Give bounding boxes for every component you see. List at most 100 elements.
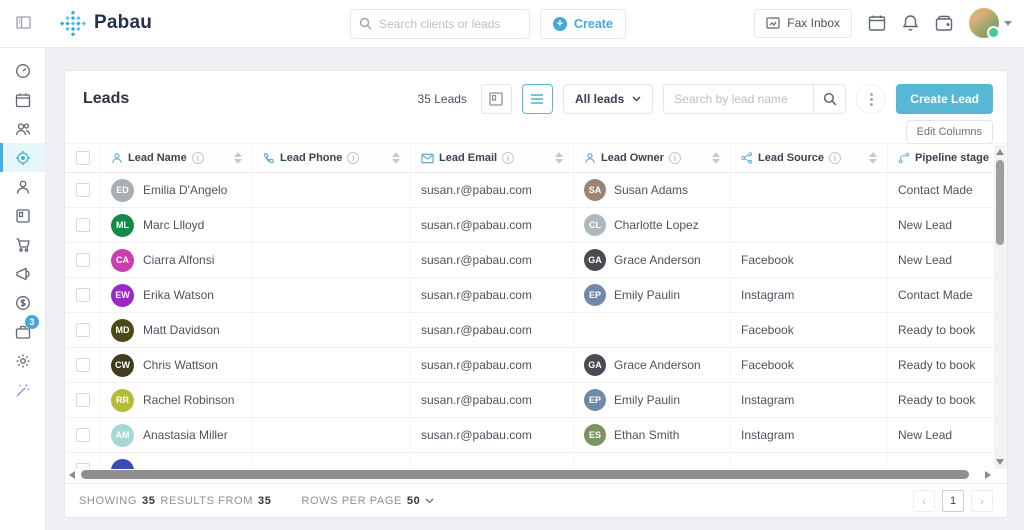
scroll-right-arrow[interactable]: [985, 471, 991, 479]
row-checkbox[interactable]: [75, 288, 90, 302]
table-row[interactable]: CW Chris Wattson susan.r@pabau.com GA Gr…: [65, 348, 1007, 383]
lead-search-button[interactable]: [813, 84, 847, 114]
lead-name[interactable]: Anastasia Miller: [143, 428, 228, 442]
owner-name: Emily Paulin: [614, 393, 681, 407]
table-row[interactable]: RR Rachel Robinson susan.r@pabau.com EP …: [65, 383, 1007, 418]
sidebar-item-dashboard[interactable]: [0, 56, 45, 85]
sort-control[interactable]: [234, 152, 242, 164]
sidebar-item-epaper[interactable]: [0, 201, 45, 230]
row-checkbox[interactable]: [75, 358, 90, 372]
list-view-button[interactable]: [521, 84, 553, 114]
row-checkbox[interactable]: [75, 183, 90, 197]
lead-email: susan.r@pabau.com: [421, 428, 532, 442]
sidebar-item-setup[interactable]: [0, 375, 45, 404]
rows-per-page-control[interactable]: ROWS PER PAGE 50: [301, 495, 434, 507]
row-checkbox[interactable]: [75, 393, 90, 407]
person-icon: [16, 180, 29, 194]
row-checkbox[interactable]: [75, 463, 90, 469]
lead-avatar: RR: [111, 388, 134, 412]
column-header-lead-source[interactable]: Lead Source: [731, 144, 888, 172]
lead-source: Instagram: [741, 393, 795, 407]
info-icon[interactable]: [829, 152, 842, 164]
table-row[interactable]: ML Marc Llloyd susan.r@pabau.com CL Char…: [65, 208, 1007, 243]
table-row[interactable]: EW Erika Watson susan.r@pabau.com EP Emi…: [65, 278, 1007, 313]
lead-name[interactable]: Chris Wattson: [143, 358, 218, 372]
global-search-input[interactable]: [350, 9, 530, 39]
column-header-lead-email[interactable]: Lead Email: [411, 144, 574, 172]
row-checkbox[interactable]: [75, 218, 90, 232]
sidebar-item-marketing[interactable]: [0, 259, 45, 288]
info-icon[interactable]: [191, 152, 204, 164]
next-page-button[interactable]: ›: [971, 489, 993, 512]
info-icon[interactable]: [347, 152, 360, 164]
sidebar-item-sales[interactable]: [0, 230, 45, 259]
row-checkbox[interactable]: [75, 428, 90, 442]
lead-name[interactable]: Emilia D'Angelo: [143, 183, 228, 197]
table-row[interactable]: CA Ciarra Alfonsi susan.r@pabau.com GA G…: [65, 243, 1007, 278]
info-icon[interactable]: [502, 152, 515, 164]
create-lead-button[interactable]: Create Lead: [896, 84, 993, 114]
kanban-view-button[interactable]: [480, 84, 512, 114]
lead-avatar: AM: [111, 423, 134, 447]
share-icon: [741, 152, 753, 164]
lead-name[interactable]: Matt Davidson: [143, 323, 220, 337]
sidebar-item-contacts[interactable]: [0, 172, 45, 201]
column-header-pipeline-stage[interactable]: Pipeline stage: [888, 144, 1007, 172]
table-row[interactable]: [65, 453, 1007, 469]
prev-page-button[interactable]: ‹: [913, 489, 935, 512]
vertical-scrollbar[interactable]: [994, 145, 1006, 469]
lead-avatar: CW: [111, 353, 134, 377]
sidebar-item-team[interactable]: [0, 114, 45, 143]
scroll-up-arrow[interactable]: [996, 149, 1004, 155]
sort-control[interactable]: [869, 152, 877, 164]
person-icon: [112, 153, 122, 163]
sidebar-item-settings[interactable]: [0, 346, 45, 375]
sidebar-item-activities[interactable]: 3: [0, 315, 45, 346]
column-header-lead-name[interactable]: Lead Name: [101, 144, 253, 172]
lead-name[interactable]: Rachel Robinson: [143, 393, 235, 407]
lead-email: susan.r@pabau.com: [421, 218, 532, 232]
table-row[interactable]: AM Anastasia Miller susan.r@pabau.com ES…: [65, 418, 1007, 453]
calendar-icon[interactable]: [868, 14, 886, 32]
sort-control[interactable]: [712, 152, 720, 164]
sort-control[interactable]: [555, 152, 563, 164]
lead-email: susan.r@pabau.com: [421, 323, 532, 337]
phone-icon: [263, 152, 275, 164]
select-all-checkbox[interactable]: [75, 151, 90, 165]
table-row[interactable]: ED Emilia D'Angelo susan.r@pabau.com SA …: [65, 173, 1007, 208]
current-page-button[interactable]: 1: [942, 489, 964, 512]
user-menu[interactable]: [969, 8, 1012, 39]
sidebar-collapse-icon[interactable]: [16, 16, 31, 34]
table-row[interactable]: MD Matt Davidson susan.r@pabau.com Faceb…: [65, 313, 1007, 348]
sidebar-item-calendar[interactable]: [0, 85, 45, 114]
wallet-icon[interactable]: [935, 15, 953, 32]
create-button[interactable]: + Create: [540, 9, 626, 39]
row-checkbox[interactable]: [75, 323, 90, 337]
info-icon[interactable]: [668, 152, 681, 164]
more-options-button[interactable]: [856, 84, 887, 114]
column-header-lead-owner[interactable]: Lead Owner: [574, 144, 731, 172]
column-header-lead-phone[interactable]: Lead Phone: [253, 144, 411, 172]
scroll-left-arrow[interactable]: [69, 471, 75, 479]
search-icon: [359, 17, 372, 35]
sort-control[interactable]: [392, 152, 400, 164]
fax-inbox-button[interactable]: Fax Inbox: [754, 8, 852, 38]
leads-target-icon: [15, 150, 30, 165]
horizontal-scroll-thumb[interactable]: [81, 470, 969, 479]
lead-name[interactable]: Marc Llloyd: [143, 218, 205, 232]
sidebar-item-leads[interactable]: [0, 143, 45, 172]
scroll-down-arrow[interactable]: [996, 459, 1004, 465]
edit-columns-button[interactable]: Edit Columns: [905, 120, 993, 144]
sidebar-item-financials[interactable]: [0, 288, 45, 317]
row-checkbox[interactable]: [75, 253, 90, 267]
lead-name-search-input[interactable]: [663, 84, 814, 114]
lead-name[interactable]: Ciarra Alfonsi: [143, 253, 215, 267]
vertical-scroll-thumb[interactable]: [996, 160, 1004, 245]
owner-avatar: SA: [584, 179, 606, 201]
horizontal-scrollbar[interactable]: [69, 469, 991, 481]
pabau-logo[interactable]: Pabau: [60, 10, 152, 36]
notifications-bell-icon[interactable]: [902, 14, 919, 32]
plus-icon: +: [553, 17, 567, 31]
leads-filter-dropdown[interactable]: All leads: [562, 84, 654, 114]
lead-name[interactable]: Erika Watson: [143, 288, 214, 302]
